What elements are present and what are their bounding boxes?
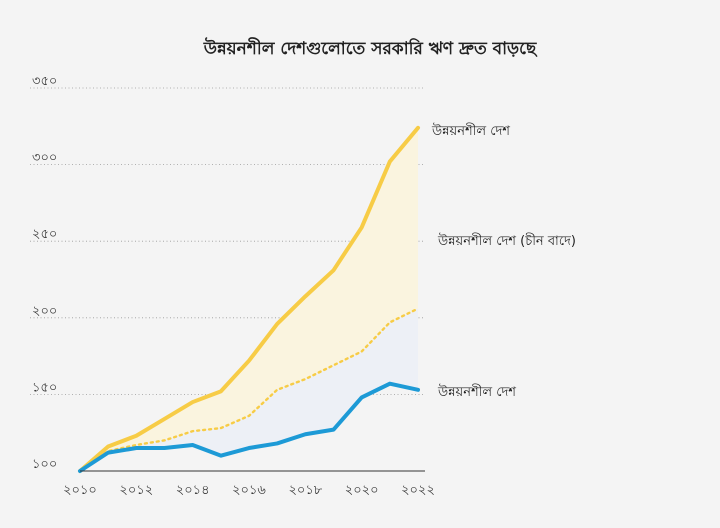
- x-tick-label-2018: ২০১৮: [288, 483, 322, 498]
- y-tick-label-250: ২৫০: [32, 227, 57, 242]
- y-tick-label-350: ৩৫০: [32, 74, 57, 89]
- x-tick-label-2012: ২০১২: [119, 483, 153, 498]
- area-band-lower: [80, 308, 418, 471]
- series-labels: উন্নয়নশীল দেশ উন্নয়নশীল দেশ (চীন বাদে) উ…: [431, 123, 576, 400]
- area-fills: [80, 127, 418, 471]
- y-tick-label-200: ২০০: [32, 304, 57, 319]
- x-tick-label-2016: ২০১৬: [232, 483, 266, 498]
- series-line-1: [78, 125, 420, 473]
- series-label-3: উন্নয়নশীল দেশ: [437, 384, 516, 400]
- series-line-3: [78, 381, 420, 473]
- series-label-2: উন্নয়নশীল দেশ (চীন বাদে): [437, 233, 576, 249]
- chart-title: উন্নয়নশীল দেশগুলোতে সরকারি ঋণ দ্রুত বাড…: [203, 37, 538, 59]
- series-lines: [78, 125, 420, 473]
- y-tick-labels: ১০০ ১৫০ ২০০ ২৫০ ৩০০ ৩৫০: [32, 74, 57, 472]
- series-label-1: উন্নয়নশীল দেশ: [431, 123, 510, 139]
- y-tick-label-150: ১৫০: [32, 380, 57, 395]
- y-tick-label-300: ৩০০: [32, 151, 57, 166]
- area-band-upper: [80, 127, 418, 471]
- x-tick-label-2010: ২০১০: [63, 483, 97, 498]
- x-tick-label-2014: ২০১৪: [176, 483, 210, 498]
- x-tick-label-2020: ২০২০: [345, 483, 379, 498]
- x-tick-label-2022: ২০২২: [401, 483, 435, 498]
- x-tick-labels: ২০১০ ২০১২ ২০১৪ ২০১৬ ২০১৮ ২০২০ ২০২২: [63, 483, 435, 498]
- series-line-2: [78, 307, 420, 473]
- y-tick-label-100: ১০০: [32, 457, 57, 472]
